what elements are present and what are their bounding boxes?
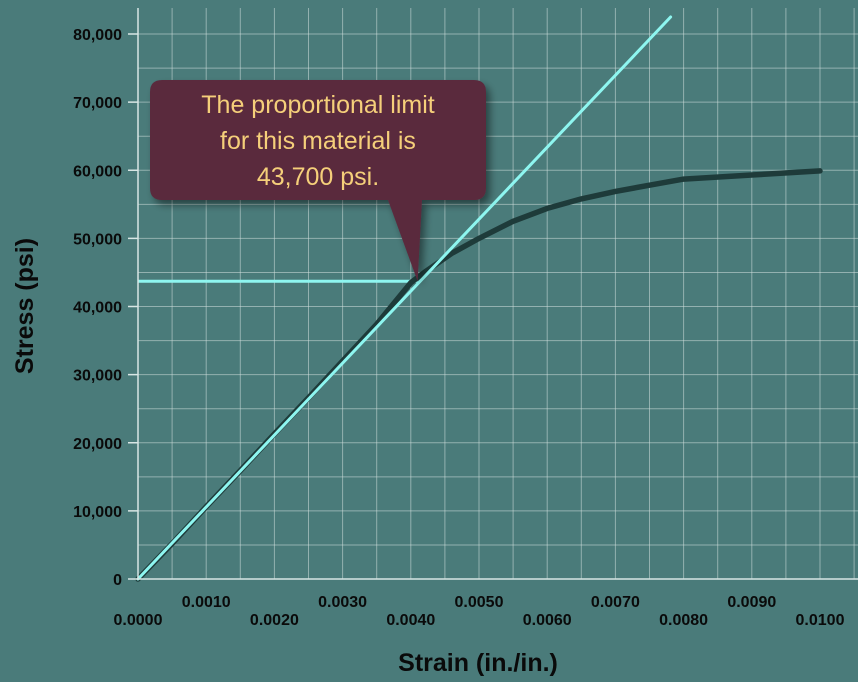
x-axis-label: Strain (in./in.) xyxy=(398,649,558,677)
callout-text-line: 43,700 psi. xyxy=(257,163,379,191)
y-tick-label: 10,000 xyxy=(73,504,122,521)
y-tick-label: 30,000 xyxy=(73,368,122,385)
y-tick-label: 70,000 xyxy=(73,95,122,112)
callout-box xyxy=(150,80,486,282)
y-tick-label: 0 xyxy=(113,572,122,589)
x-tick-label: 0.0040 xyxy=(386,612,435,629)
axes: 0 10,000 20,000 30,000 40,000 50,000 60,000 70,… xyxy=(73,8,858,629)
series xyxy=(135,15,823,582)
x-tick-label: 0.0100 xyxy=(796,612,845,629)
x-tick-label: 0.0050 xyxy=(455,594,504,611)
callout-text-line: The proportional limit xyxy=(201,91,434,119)
y-tick-label: 50,000 xyxy=(73,231,122,248)
x-tick-label: 0.0020 xyxy=(250,612,299,629)
x-tick-label: 0.0080 xyxy=(659,612,708,629)
x-tick-label: 0.0010 xyxy=(182,594,231,611)
x-tick-label: 0.0000 xyxy=(114,612,163,629)
x-tick-label: 0.0070 xyxy=(591,594,640,611)
callout-text-line: for this material is xyxy=(220,127,416,155)
y-tick-label: 80,000 xyxy=(73,27,122,44)
y-tick-label: 60,000 xyxy=(73,163,122,180)
annotation: The proportional limit for this material … xyxy=(150,80,486,282)
x-tick-label: 0.0090 xyxy=(727,594,776,611)
proportional-line xyxy=(136,15,673,581)
y-tick-label: 40,000 xyxy=(73,300,122,317)
y-tick-label: 20,000 xyxy=(73,436,122,453)
x-tick-label: 0.0060 xyxy=(523,612,572,629)
y-axis-label: Stress (psi) xyxy=(11,238,39,374)
x-tick-label: 0.0030 xyxy=(318,594,367,611)
